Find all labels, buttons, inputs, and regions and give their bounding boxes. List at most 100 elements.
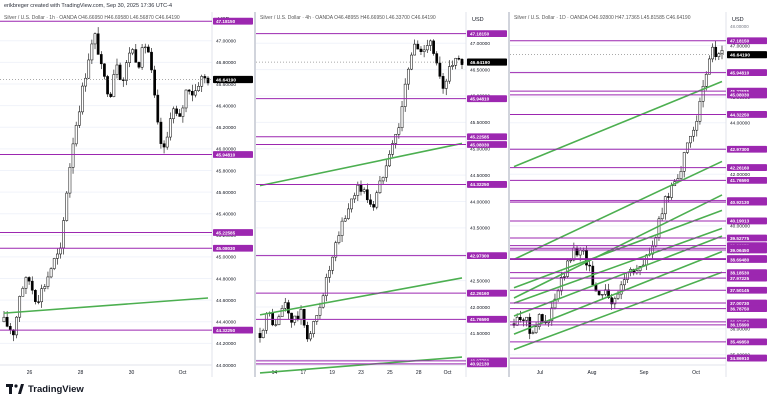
candle [175,108,178,114]
candle [553,298,557,309]
time-tick-label: 25 [387,370,393,376]
price-chart-1d[interactable]: USD48.0000047.0000046.0000045.0000044.00… [510,12,768,377]
trendline[interactable] [513,271,723,351]
trendline[interactable] [259,356,463,374]
trendline[interactable] [259,142,463,187]
price-tick-label: 46.20000 [216,125,236,131]
candle [49,268,53,278]
panel-divider[interactable] [508,12,510,377]
candle [140,47,144,68]
candle [5,316,9,327]
price-level-badge [727,274,767,282]
candle [115,64,119,75]
price-level-label: 45.08030 [216,246,236,251]
candle [343,218,347,222]
candle [616,293,620,299]
price-level-label: 47.18150 [216,19,236,24]
price-level-label: 45.22585 [216,230,236,235]
candle [56,253,59,259]
chart-panel-1d[interactable]: Silver / U.S. Dollar · 1D · OANDA O46.92… [510,12,768,377]
candle [660,213,664,220]
trendline[interactable] [513,80,723,168]
candle [203,76,207,79]
candle [96,33,100,55]
price-level-label: 41.76590 [730,178,750,183]
current-price-label: 46.64190 [216,77,236,83]
trendline[interactable] [513,160,723,261]
trendline[interactable] [3,297,209,314]
candle [68,167,72,194]
candle [112,74,116,97]
price-tick-label: 44.40000 [216,320,236,326]
candle [619,284,623,295]
candle [550,307,554,321]
panel-divider[interactable] [254,12,256,377]
candle [720,50,724,55]
price-tick-label: 42.00000 [470,305,490,311]
current-price-badge[interactable] [727,51,767,59]
candle [600,294,604,296]
price-level-badge [727,305,767,313]
candle [178,113,182,117]
candle [454,58,458,66]
price-chart-4h[interactable]: USD47.0000046.5000046.0000045.5000045.00… [256,12,508,377]
candle [717,53,721,58]
panel-title: Silver / U.S. Dollar · 4h · OANDA O46.48… [260,15,436,21]
candle [622,279,626,286]
price-level-label: 42.97300 [470,253,490,258]
candle [432,40,435,54]
price-level-badge [727,198,767,206]
trendline[interactable] [513,250,723,335]
candle [103,63,106,77]
current-price-badge[interactable] [213,75,253,84]
candle [118,64,122,81]
price-level-label: 39.06450 [730,248,750,253]
candle [168,118,172,138]
price-level-badge [467,289,507,297]
candle [190,91,194,96]
candle [290,312,293,323]
time-tick-label: 28 [416,370,422,376]
price-chart-1h[interactable]: USD47.0000046.8000046.6000046.4000046.20… [0,12,254,377]
candle [397,127,401,135]
candle [372,204,375,208]
time-tick-label: Sep [640,370,649,376]
price-level-badge [727,321,767,329]
time-tick-label: 17 [301,370,307,376]
time-tick-label: Oct [179,370,187,376]
candle [81,85,84,113]
price-level-badge [727,145,767,153]
candle [299,308,303,320]
price-level-badge [727,176,767,184]
chart-panel-4h[interactable]: Silver / U.S. Dollar · 4h · OANDA O46.48… [256,12,508,377]
tradingview-footer[interactable]: TradingView [6,382,84,396]
candle [206,77,210,84]
price-tick-label: 45.20000 [216,233,236,239]
price-tick-label: 45.00000 [470,147,490,153]
price-level-badge [467,360,507,368]
price-tick-label: 44.80000 [216,276,236,282]
trendline[interactable] [259,277,463,316]
candle [353,195,357,200]
price-level-badge [727,69,767,76]
candle [109,93,113,97]
current-price-badge[interactable] [467,58,507,66]
candle [422,49,426,52]
candle [711,46,714,60]
trendline[interactable] [513,209,723,289]
candle [457,58,461,60]
candle [90,43,94,61]
price-level-label: 36.78750 [730,306,750,311]
trendline[interactable] [513,194,723,299]
price-level-badge [727,91,767,99]
current-price-label: 46.64190 [470,60,490,66]
candle [200,76,204,87]
candle [187,89,191,92]
time-tick-label: Jul [537,370,543,376]
chart-panel-1h[interactable]: Silver / U.S. Dollar · 1h · OANDA O46.66… [0,12,254,377]
price-tick-label: 44.00000 [730,121,750,127]
price-tick-label: 45.50000 [470,120,490,126]
candle [704,73,708,87]
price-level-badge [727,256,767,263]
price-level-label: 45.08030 [470,142,490,147]
